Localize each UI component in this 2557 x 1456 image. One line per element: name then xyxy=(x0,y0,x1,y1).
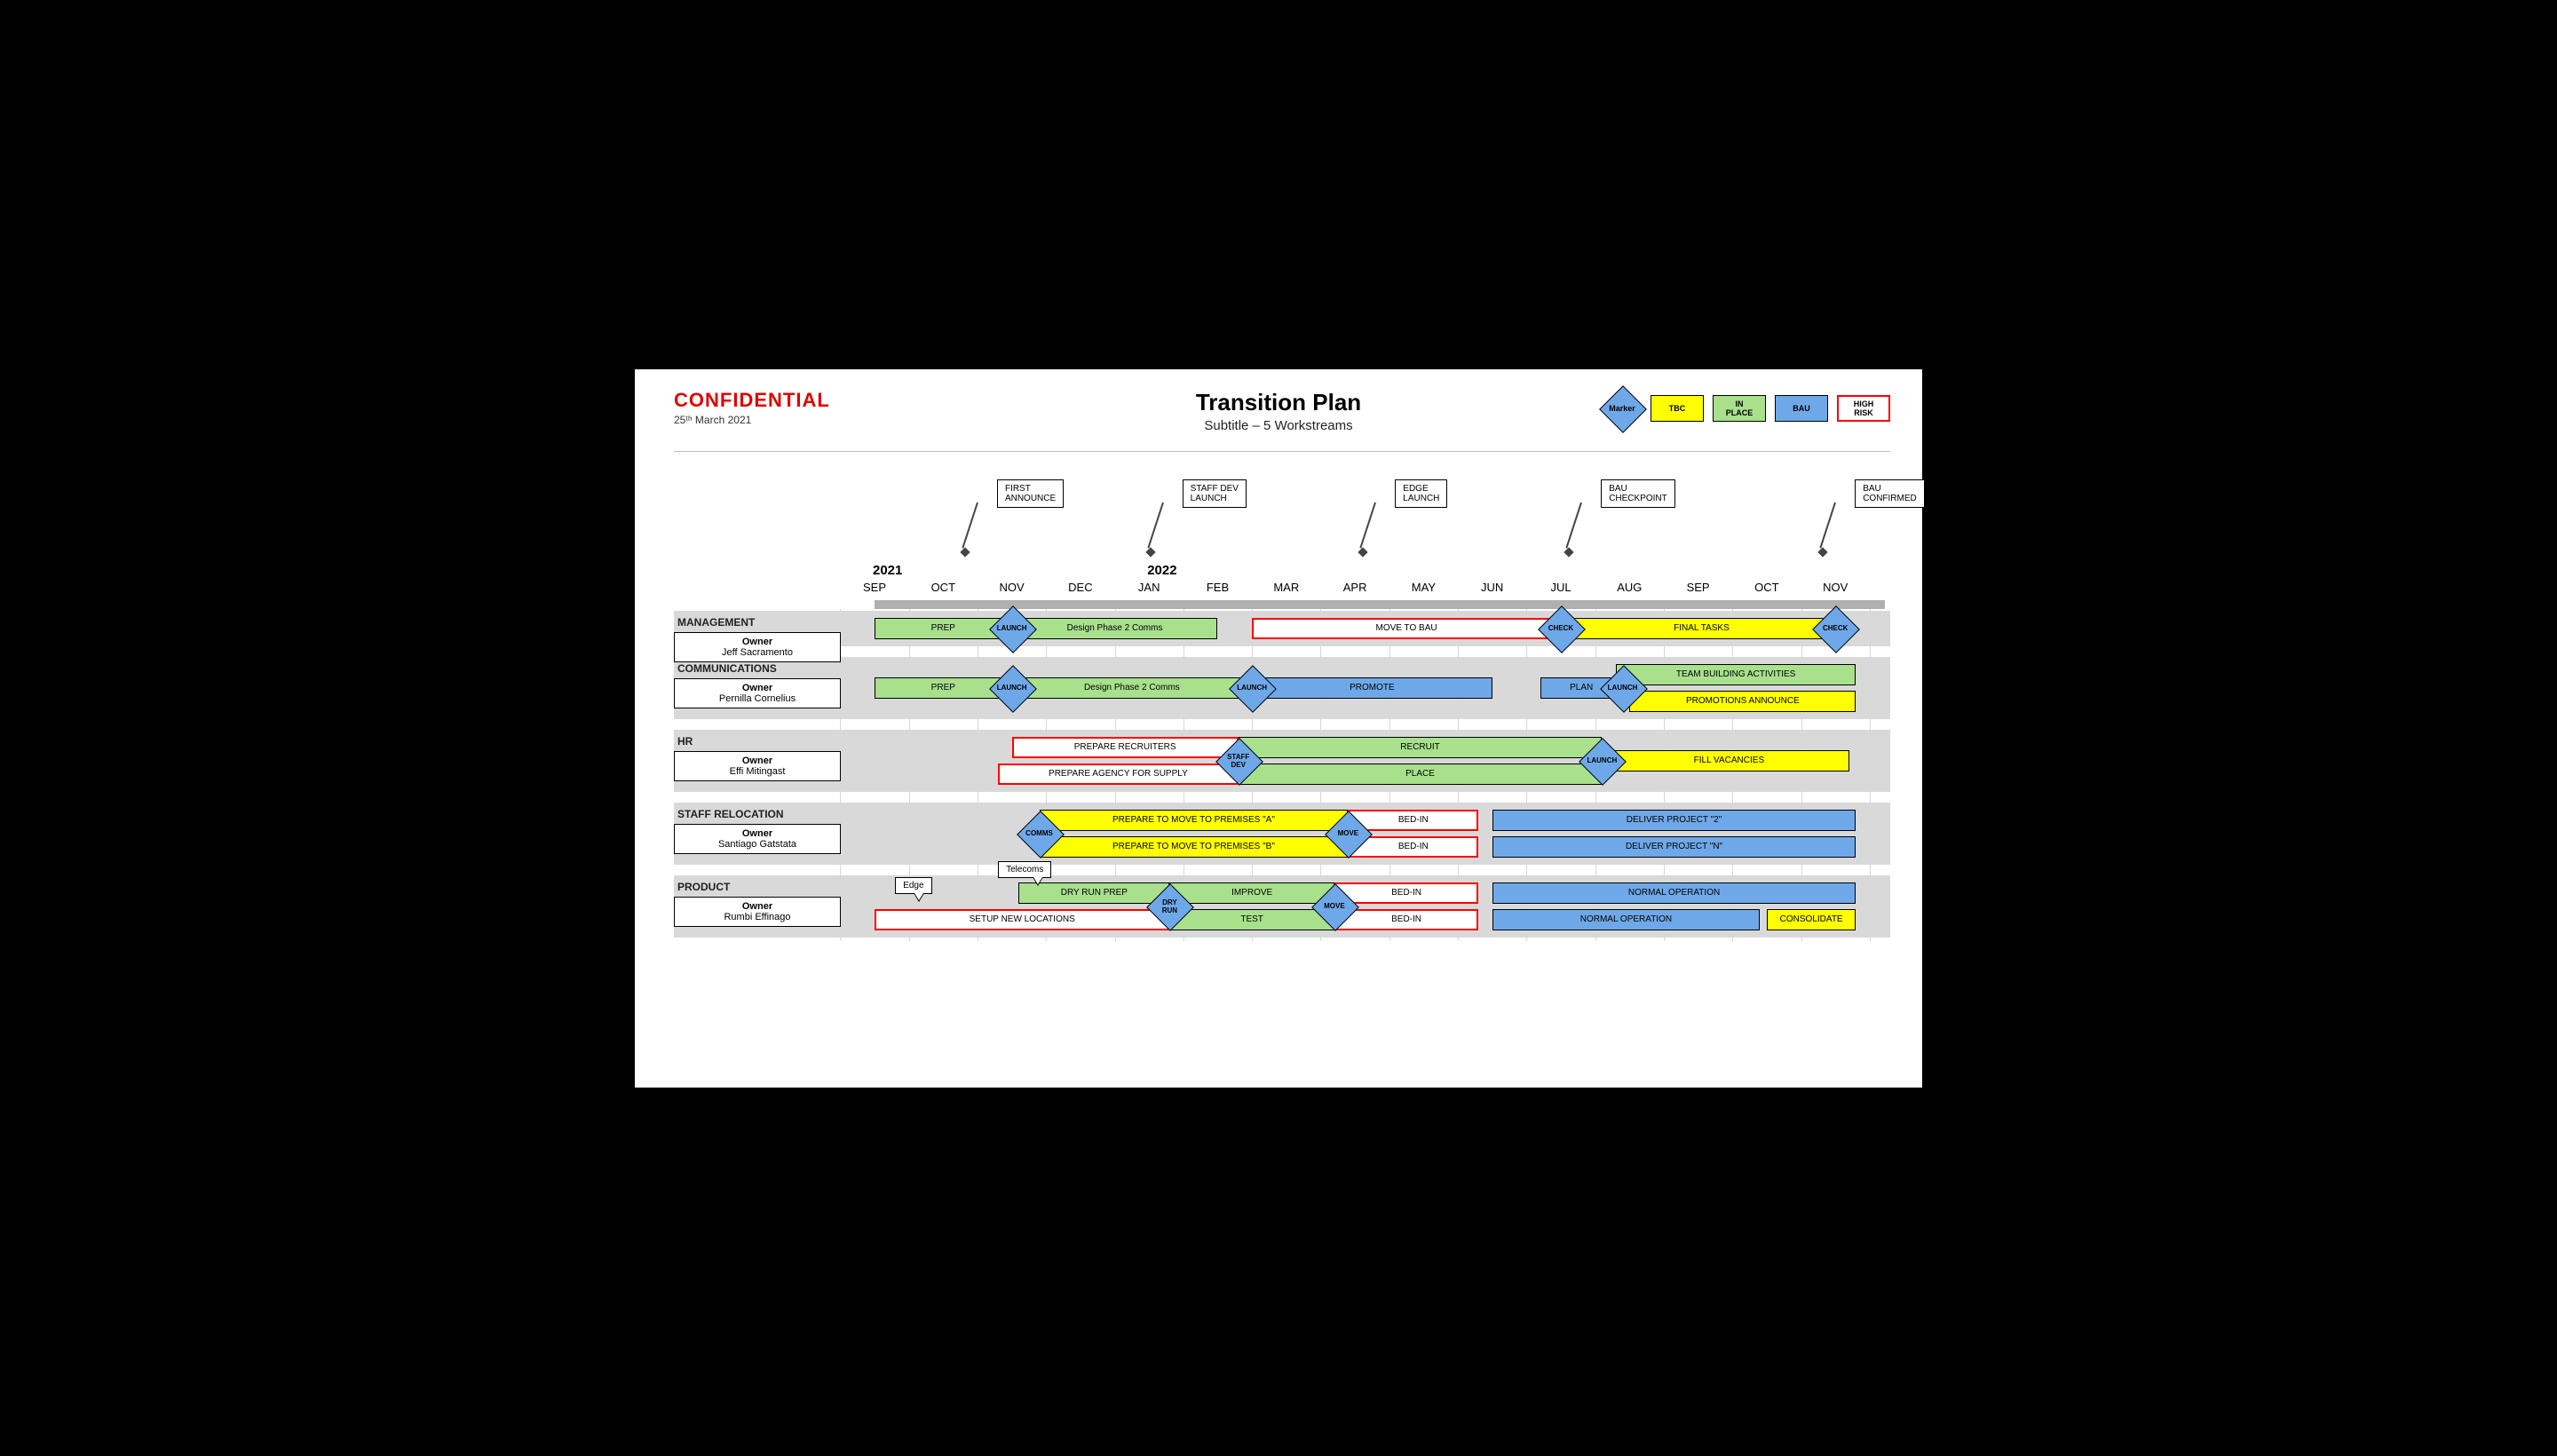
milestone-marker: LAUNCH xyxy=(1579,739,1624,783)
owner-label: Owner xyxy=(680,756,835,766)
legend-item: HIGHRISK xyxy=(1837,395,1890,422)
labels-column: MANAGEMENTOwnerJeff SacramentoCOMMUNICAT… xyxy=(674,469,860,1072)
workstream-name: COMMUNICATIONS xyxy=(674,657,841,678)
gantt-bar: IMPROVE xyxy=(1169,882,1334,904)
owner-box: OwnerSantiago Gatstata xyxy=(674,824,841,854)
month-label: NOV xyxy=(1000,581,1025,594)
month-label: FEB xyxy=(1207,581,1229,594)
legend-item: BAU xyxy=(1775,395,1828,422)
timeline-area: 2021 2022 SEP OCT NOV DEC JAN FEB MAR APR MAY JUN J… xyxy=(860,469,1890,1072)
month-label: OCT xyxy=(931,581,955,594)
gantt-bar: PREPARE AGENCY FOR SUPPLY xyxy=(998,764,1239,785)
month-label: OCT xyxy=(1754,581,1778,594)
milestone-marker: LAUNCH xyxy=(1230,666,1274,710)
gantt-bar: PREPARE TO MOVE TO PREMISES "A" xyxy=(1040,810,1349,831)
gantt-bar: FINAL TASKS xyxy=(1568,618,1835,639)
milestone-marker: MOVE xyxy=(1326,811,1370,856)
gantt-bar: DELIVER PROJECT "2" xyxy=(1492,810,1856,831)
legend: Marker TBC INPLACE BAU HIGHRISK xyxy=(1603,389,1890,428)
milestone-marker: LAUNCH xyxy=(990,606,1034,651)
year-row: 2021 2022 xyxy=(860,563,1890,581)
owner-name: Rumbi Effinago xyxy=(680,912,835,922)
gantt-bar: TEAM BUILDING ACTIVITIES xyxy=(1616,664,1856,685)
gantt-bar: PREPARE RECRUITERS xyxy=(1012,737,1239,758)
owner-label: Owner xyxy=(680,683,835,693)
owner-name: Pernilla Cornelius xyxy=(680,693,835,704)
milestone-marker: MOVE xyxy=(1312,884,1357,929)
gantt-bar: PREPARE TO MOVE TO PREMISES "B" xyxy=(1040,836,1349,858)
workstream-name: STAFF RELOCATION xyxy=(674,803,841,824)
month-label: DEC xyxy=(1068,581,1092,594)
owner-label: Owner xyxy=(680,828,835,839)
workstream-label: COMMUNICATIONSOwnerPernilla Cornelius xyxy=(674,657,841,719)
workstream-label: STAFF RELOCATIONOwnerSantiago Gatstata xyxy=(674,803,841,865)
owner-box: OwnerEffi Mitingast xyxy=(674,751,841,781)
milestone-marker: CHECK xyxy=(1813,606,1857,651)
owner-name: Effi Mitingast xyxy=(680,766,835,777)
header-divider xyxy=(674,451,1890,452)
workstream-name: MANAGEMENT xyxy=(674,611,841,632)
grid-column xyxy=(1870,609,1871,941)
gantt-bar: FILL VACANCIES xyxy=(1609,750,1849,772)
owner-name: Santiago Gatstata xyxy=(680,839,835,850)
speech-callout: Edge xyxy=(895,877,931,894)
milestone-marker: COMMS xyxy=(1017,811,1062,856)
gantt-bar: NORMAL OPERATION xyxy=(1492,909,1760,930)
workstream-label: HROwnerEffi Mitingast xyxy=(674,730,841,792)
month-label: MAR xyxy=(1273,581,1299,594)
milestone-marker: DRYRUN xyxy=(1147,884,1191,929)
year-label: 2021 xyxy=(873,563,902,578)
month-label: NOV xyxy=(1823,581,1848,594)
month-label: AUG xyxy=(1617,581,1642,594)
gantt-bar: PLACE xyxy=(1239,764,1603,785)
month-label: SEP xyxy=(863,581,886,594)
workstream-name: HR xyxy=(674,730,841,751)
gantt-bar: Design Phase 2 Comms xyxy=(1012,677,1253,699)
gantt-bar: RECRUIT xyxy=(1239,737,1603,758)
month-label: SEP xyxy=(1687,581,1710,594)
header: CONFIDENTIAL 25ᵗʰ March 2021 Transition … xyxy=(635,389,1922,442)
legend-item: TBC xyxy=(1651,395,1704,422)
owner-box: OwnerRumbi Effinago xyxy=(674,897,841,927)
legend-marker: Marker xyxy=(1603,389,1642,428)
gantt-bar: PROMOTE xyxy=(1252,677,1492,699)
owner-label: Owner xyxy=(680,901,835,912)
gantt-bar: TEST xyxy=(1169,909,1334,930)
gantt-bar: PROMOTIONS ANNOUNCE xyxy=(1629,691,1856,712)
owner-label: Owner xyxy=(680,637,835,647)
milestone-marker: LAUNCH xyxy=(1601,666,1645,710)
gantt-bar: CONSOLIDATE xyxy=(1767,909,1856,930)
milestone-marker: STAFFDEV xyxy=(1216,739,1261,783)
month-row: SEP OCT NOV DEC JAN FEB MAR APR MAY JUN JUL AUG SEP O… xyxy=(860,581,1890,598)
gantt-bar: Design Phase 2 Comms xyxy=(1012,618,1218,639)
workstream-label: MANAGEMENTOwnerJeff Sacramento xyxy=(674,611,841,646)
month-label: MAY xyxy=(1412,581,1436,594)
gantt-bar: NORMAL OPERATION xyxy=(1492,882,1856,904)
gantt-bar: DELIVER PROJECT "N" xyxy=(1492,836,1856,858)
month-label: JAN xyxy=(1138,581,1160,594)
speech-callout: Telecoms xyxy=(998,861,1051,878)
milestone-marker: LAUNCH xyxy=(990,666,1034,710)
gantt-bar: MOVE TO BAU xyxy=(1252,618,1561,639)
legend-item: INPLACE xyxy=(1713,395,1766,422)
milestone-marker: CHECK xyxy=(1539,606,1583,651)
gantt-chart: 2021 2022 SEP OCT NOV DEC JAN FEB MAR APR MAY JUN J… xyxy=(674,469,1890,1072)
year-label: 2022 xyxy=(1147,563,1176,578)
page: CONFIDENTIAL 25ᵗʰ March 2021 Transition … xyxy=(632,367,1925,1090)
workstream-name: PRODUCT xyxy=(674,875,841,897)
month-label: APR xyxy=(1343,581,1367,594)
gantt-bar: SETUP NEW LOCATIONS xyxy=(875,909,1169,930)
month-label: JUL xyxy=(1550,581,1571,594)
workstream-label: PRODUCTOwnerRumbi Effinago xyxy=(674,875,841,938)
owner-box: OwnerPernilla Cornelius xyxy=(674,678,841,708)
month-label: JUN xyxy=(1481,581,1503,594)
